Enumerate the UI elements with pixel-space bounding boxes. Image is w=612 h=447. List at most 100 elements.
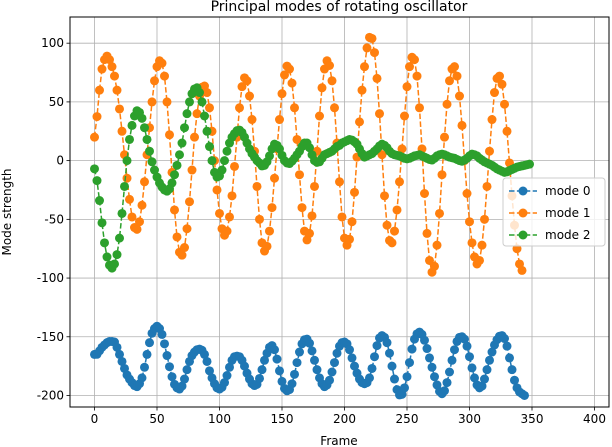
data-point: [355, 117, 364, 127]
data-point: [430, 372, 439, 382]
data-point: [330, 103, 339, 113]
data-point: [202, 126, 212, 136]
y-tick-label: 50: [49, 95, 64, 109]
data-point: [112, 342, 122, 352]
data-point: [305, 143, 314, 153]
data-point: [170, 205, 179, 215]
data-point: [285, 64, 294, 74]
data-point: [495, 71, 504, 81]
data-point: [287, 379, 297, 389]
data-point: [122, 173, 132, 183]
data-point: [260, 355, 269, 365]
data-point: [247, 115, 257, 125]
data-point: [140, 177, 149, 187]
data-point: [482, 365, 492, 375]
legend-item-mode-2: mode 2: [509, 228, 590, 242]
data-point: [375, 109, 384, 119]
legend-frame: [502, 177, 606, 247]
data-point: [140, 362, 149, 372]
data-point: [182, 365, 192, 375]
data-point: [295, 347, 304, 357]
data-point: [137, 113, 147, 123]
data-point: [222, 146, 232, 156]
data-point: [297, 203, 307, 213]
data-point: [127, 212, 137, 222]
data-point: [422, 344, 432, 354]
data-point: [392, 205, 402, 215]
data-point: [462, 341, 472, 351]
data-point: [325, 375, 334, 385]
data-point: [200, 111, 209, 121]
data-point: [427, 362, 437, 372]
data-point: [490, 88, 499, 98]
data-point: [402, 372, 412, 382]
data-point: [202, 356, 212, 366]
data-point: [172, 160, 182, 170]
data-point: [92, 112, 102, 122]
data-point: [237, 82, 247, 92]
data-point: [137, 200, 147, 210]
data-point: [325, 61, 334, 70]
data-point: [357, 85, 367, 95]
data-point: [505, 353, 514, 363]
data-point: [345, 345, 354, 355]
x-axis-ticks: 0 50 100 150 200 250 300 350 400: [91, 407, 606, 426]
data-point: [390, 226, 399, 236]
data-point: [177, 381, 187, 391]
data-point: [347, 353, 357, 363]
data-point: [222, 371, 232, 381]
data-point: [132, 224, 142, 234]
data-point: [97, 64, 107, 74]
data-point: [487, 347, 497, 357]
data-point: [187, 165, 197, 175]
data-point: [397, 144, 407, 154]
data-point: [367, 33, 377, 43]
series-mode-0: [90, 321, 529, 400]
data-point: [412, 71, 422, 81]
data-point: [262, 241, 272, 251]
data-point: [402, 82, 412, 92]
data-point: [265, 226, 274, 236]
data-point: [117, 356, 127, 366]
legend-item-mode-1: mode 1: [509, 206, 590, 220]
data-point: [420, 189, 429, 198]
data-point: [455, 91, 464, 101]
data-point: [162, 97, 172, 107]
data-point: [307, 211, 317, 221]
data-point: [220, 156, 229, 166]
legend-marker: [518, 186, 528, 196]
data-point: [477, 381, 487, 391]
data-point: [275, 115, 284, 125]
data-point: [415, 103, 424, 113]
data-point: [195, 88, 204, 98]
data-point: [400, 383, 409, 393]
data-point: [205, 366, 214, 376]
x-tick-label: 150: [271, 412, 294, 426]
data-point: [462, 189, 472, 198]
data-point: [217, 165, 227, 175]
data-point: [312, 365, 322, 375]
data-point: [180, 243, 189, 253]
data-point: [377, 150, 387, 160]
y-axis-ticks: -200 -150 -100 -50 0 50 100: [37, 36, 70, 402]
data-point: [97, 218, 107, 228]
data-point: [485, 146, 494, 156]
data-point: [160, 71, 169, 81]
data-point: [115, 233, 124, 243]
data-point: [305, 338, 314, 348]
data-point: [245, 91, 254, 101]
data-point: [507, 365, 517, 375]
data-point: [445, 367, 454, 377]
x-tick-label: 300: [458, 412, 481, 426]
data-point: [335, 177, 344, 187]
data-point: [290, 369, 299, 379]
data-point: [270, 173, 279, 183]
data-point: [127, 120, 137, 130]
data-point: [347, 217, 357, 227]
data-point: [167, 178, 177, 188]
data-point: [525, 159, 534, 169]
y-tick-label: -100: [37, 271, 64, 285]
legend-label: mode 0: [545, 184, 590, 198]
data-point: [337, 212, 347, 222]
